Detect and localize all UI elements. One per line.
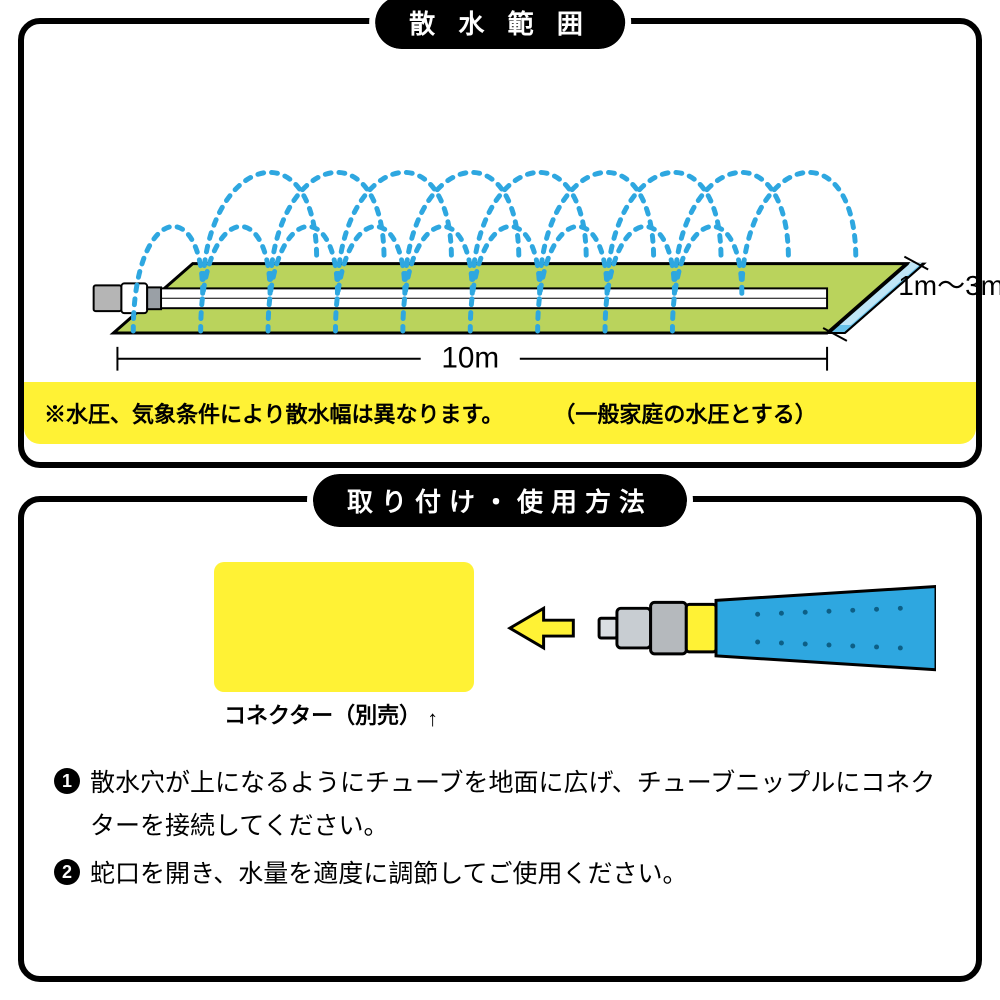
caption-left: ※水圧、気象条件により散水幅は異なります。 bbox=[44, 397, 503, 429]
spray-svg: 10m bbox=[54, 64, 946, 374]
install-svg bbox=[64, 542, 936, 742]
install-diagram: コネクター（別売）↑ bbox=[64, 542, 936, 742]
tube-nipple-piece bbox=[599, 587, 936, 670]
length-label: 10m bbox=[441, 342, 499, 375]
caption-right: （一般家庭の水圧とする） bbox=[553, 397, 816, 429]
instruction-list: 散水穴が上になるようにチューブを地面に広げ、チューブニップルにコネクターを接続し… bbox=[24, 762, 976, 896]
connector-label: コネクター（別売）↑ bbox=[224, 698, 432, 730]
width-label: 1m〜3m bbox=[898, 264, 1000, 304]
instruction-step-1: 散水穴が上になるようにチューブを地面に広げ、チューブニップルにコネクターを接続し… bbox=[54, 762, 946, 847]
instruction-step-2: 蛇口を開き、水量を適度に調節してご使用ください。 bbox=[54, 853, 946, 896]
length-dimension: 10m bbox=[117, 341, 827, 375]
spray-range-panel: 散 水 範 囲 bbox=[18, 18, 982, 468]
up-arrow-icon: ↑ bbox=[427, 706, 438, 732]
caption-bar: ※水圧、気象条件により散水幅は異なります。 （一般家庭の水圧とする） bbox=[24, 382, 976, 444]
connect-arrow-icon bbox=[510, 608, 573, 648]
spray-diagram: 10m 1m〜3m bbox=[54, 64, 946, 374]
connector-highlight-box bbox=[214, 562, 474, 692]
install-panel: 取り付け・使用方法 bbox=[18, 496, 982, 982]
spray-range-title: 散 水 範 囲 bbox=[375, 0, 625, 49]
install-title: 取り付け・使用方法 bbox=[313, 474, 687, 527]
